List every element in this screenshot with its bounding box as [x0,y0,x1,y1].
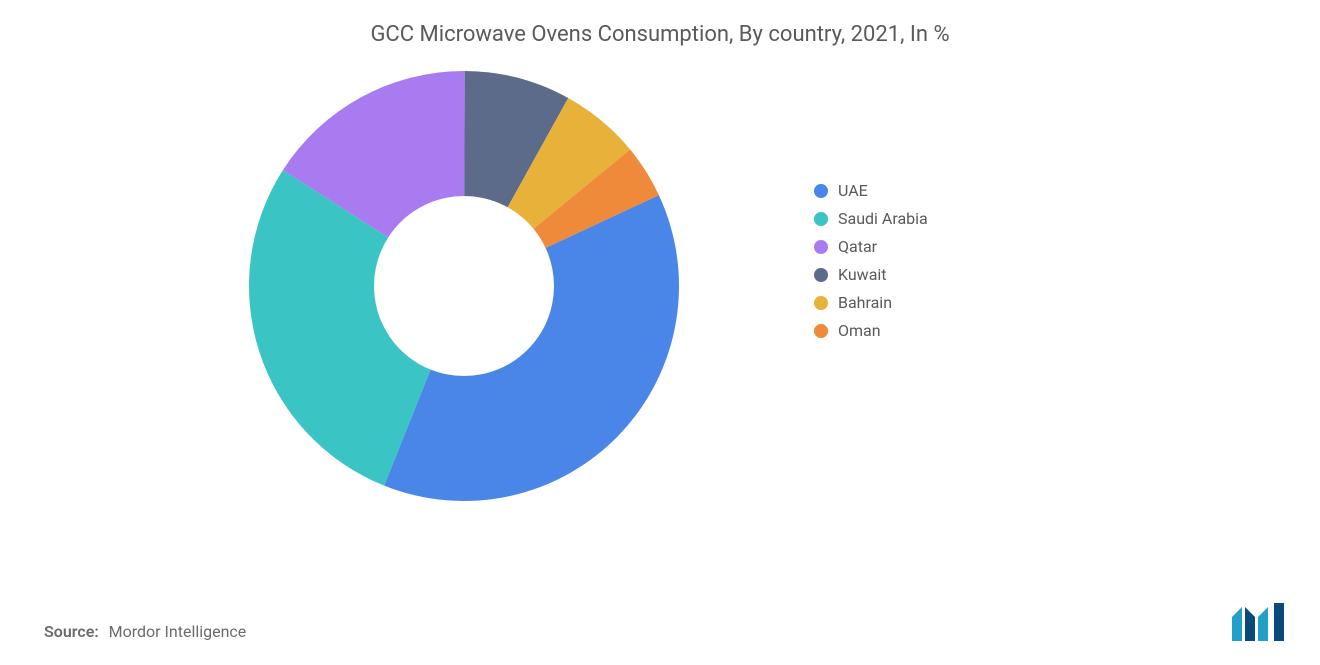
chart-title: GCC Microwave Ovens Consumption, By coun… [44,22,1276,47]
legend-item: Bahrain [814,293,928,312]
legend-item: Oman [814,321,928,340]
brand-logo [1232,603,1290,645]
legend-marker [814,268,828,282]
legend-item: Saudi Arabia [814,209,928,228]
legend-label: Qatar [838,237,877,256]
donut-hole [374,196,554,376]
legend-marker [814,184,828,198]
source-value: Mordor Intelligence [109,622,247,641]
legend-label: Oman [838,321,881,340]
legend-label: Bahrain [838,293,892,312]
legend-item: UAE [814,181,928,200]
chart-container: GCC Microwave Ovens Consumption, By coun… [0,0,1320,665]
legend-item: Kuwait [814,265,928,284]
donut-chart [249,71,679,501]
legend-marker [814,324,828,338]
legend-item: Qatar [814,237,928,256]
legend-marker [814,240,828,254]
legend-marker [814,296,828,310]
legend: UAE Saudi Arabia Qatar Kuwait Bahrain Oman [814,181,928,349]
source-attribution: Source: Mordor Intelligence [44,622,246,641]
legend-marker [814,212,828,226]
legend-label: Saudi Arabia [838,209,928,228]
source-label: Source: [44,622,99,641]
legend-label: Kuwait [838,265,887,284]
chart-area: UAE Saudi Arabia Qatar Kuwait Bahrain Oman [44,61,1276,571]
legend-label: UAE [838,181,868,200]
